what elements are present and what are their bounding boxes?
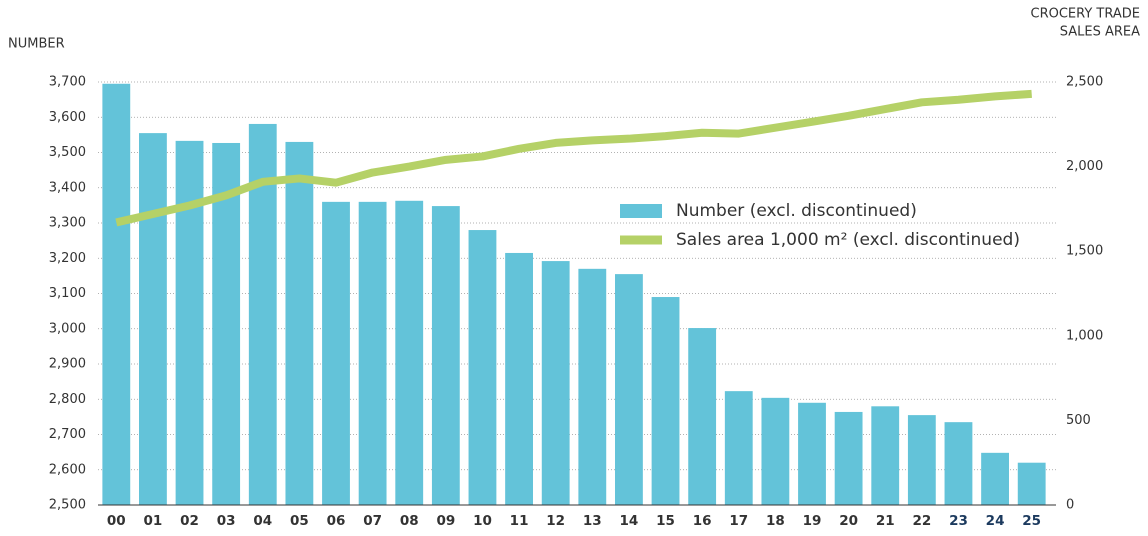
- bar: [688, 328, 717, 505]
- legend-swatch: [620, 204, 662, 218]
- y2-tick-label: 2,000: [1066, 159, 1103, 174]
- line: [115, 89, 1032, 227]
- y-tick-label: 2,500: [49, 498, 86, 513]
- y-tick-label: 3,000: [49, 321, 86, 336]
- y2-tick-label: 2,500: [1066, 75, 1103, 90]
- y-tick-label: 3,100: [49, 286, 86, 301]
- x-tick-label: 05: [290, 513, 309, 529]
- x-tick-label: 01: [144, 513, 163, 529]
- y-tick-label: 2,800: [49, 392, 86, 407]
- x-tick-label: 12: [546, 513, 565, 529]
- x-tick-label: 19: [803, 513, 822, 529]
- y-tick-label: 3,300: [49, 216, 86, 231]
- x-tick-label: 13: [583, 513, 602, 529]
- bar: [212, 142, 241, 506]
- x-tick-label: 16: [693, 513, 712, 529]
- y-axis-label: NUMBER: [8, 37, 65, 52]
- bar: [505, 252, 533, 505]
- x-tick-label: 24: [986, 513, 1005, 529]
- bar: [285, 141, 314, 506]
- x-tick-label: 22: [912, 513, 931, 529]
- bar: [798, 402, 826, 505]
- x-tick-label: 00: [107, 513, 126, 529]
- x-tick-label: 06: [327, 513, 346, 529]
- bar: [468, 230, 497, 506]
- bar: [907, 415, 936, 505]
- bar: [431, 206, 460, 505]
- bar: [724, 391, 753, 505]
- y-tick-label: 2,900: [49, 357, 86, 372]
- x-tick-label: 11: [510, 513, 529, 529]
- bar: [322, 201, 350, 505]
- x-tick-label: 17: [729, 513, 748, 529]
- x-tick-label: 23: [949, 513, 968, 529]
- legend-label: Number (excl. discontinued): [676, 201, 917, 221]
- x-tick-label: 02: [180, 513, 199, 529]
- bar: [541, 261, 570, 505]
- bar: [761, 397, 790, 505]
- x-tick-label: 18: [766, 513, 785, 529]
- bar: [139, 133, 167, 506]
- y2-tick-label: 0: [1066, 498, 1074, 513]
- x-tick-label: 20: [839, 513, 858, 529]
- y-tick-label: 2,700: [49, 427, 86, 442]
- x-tick-label: 07: [363, 513, 382, 529]
- bar: [1017, 462, 1046, 505]
- bar: [834, 411, 863, 505]
- x-tick-label: 04: [253, 513, 272, 529]
- y2-axis-label: CROCERY TRADE: [1031, 7, 1140, 22]
- bar: [578, 268, 607, 505]
- x-tick-label: 14: [620, 513, 639, 529]
- bar: [175, 140, 204, 505]
- bar: [102, 83, 131, 505]
- y2-axis-label: SALES AREA: [1060, 25, 1140, 40]
- y-tick-label: 3,700: [49, 75, 86, 90]
- y2-tick-label: 1,000: [1066, 328, 1103, 343]
- y-tick-label: 3,500: [49, 145, 86, 160]
- y-tick-label: 3,600: [49, 110, 86, 125]
- bar: [981, 452, 1009, 505]
- x-tick-label: 21: [876, 513, 895, 529]
- bar: [358, 201, 387, 505]
- x-tick-label: 10: [473, 513, 492, 529]
- bar: [651, 297, 680, 505]
- x-tick-label: 09: [436, 513, 455, 529]
- y-tick-label: 3,200: [49, 251, 86, 266]
- x-tick-label: 25: [1022, 513, 1041, 529]
- bar: [871, 406, 900, 505]
- legend-label: Sales area 1,000 m² (excl. discontinued): [676, 230, 1020, 250]
- y2-tick-label: 500: [1066, 413, 1091, 428]
- x-tick-label: 03: [217, 513, 236, 529]
- y-tick-label: 2,600: [49, 462, 86, 477]
- y-tick-label: 3,400: [49, 180, 86, 195]
- x-tick-label: 15: [656, 513, 675, 529]
- y2-tick-label: 1,500: [1066, 244, 1103, 259]
- bar: [944, 422, 973, 505]
- bar: [395, 200, 424, 506]
- bar: [615, 274, 643, 505]
- x-tick-label: 08: [400, 513, 419, 529]
